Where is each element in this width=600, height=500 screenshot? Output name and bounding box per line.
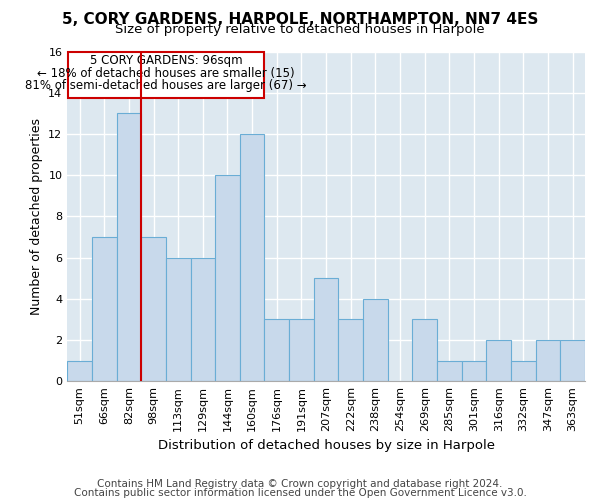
Bar <box>487 340 511 381</box>
Text: ← 18% of detached houses are smaller (15): ← 18% of detached houses are smaller (15… <box>37 66 295 80</box>
Bar <box>511 360 536 381</box>
Text: Contains HM Land Registry data © Crown copyright and database right 2024.: Contains HM Land Registry data © Crown c… <box>97 479 503 489</box>
Bar <box>116 114 141 381</box>
Bar <box>338 320 363 381</box>
Text: 5, CORY GARDENS, HARPOLE, NORTHAMPTON, NN7 4ES: 5, CORY GARDENS, HARPOLE, NORTHAMPTON, N… <box>62 12 538 28</box>
Text: Contains public sector information licensed under the Open Government Licence v3: Contains public sector information licen… <box>74 488 526 498</box>
Bar <box>289 320 314 381</box>
Bar <box>314 278 338 381</box>
Bar <box>92 237 116 381</box>
Bar <box>536 340 560 381</box>
Bar <box>68 52 264 98</box>
Text: Size of property relative to detached houses in Harpole: Size of property relative to detached ho… <box>115 24 485 36</box>
Bar <box>265 320 289 381</box>
Bar <box>166 258 191 381</box>
Text: 81% of semi-detached houses are larger (67) →: 81% of semi-detached houses are larger (… <box>25 79 307 92</box>
Y-axis label: Number of detached properties: Number of detached properties <box>29 118 43 315</box>
Text: 5 CORY GARDENS: 96sqm: 5 CORY GARDENS: 96sqm <box>89 54 242 68</box>
X-axis label: Distribution of detached houses by size in Harpole: Distribution of detached houses by size … <box>158 440 494 452</box>
Bar <box>560 340 585 381</box>
Bar <box>191 258 215 381</box>
Bar <box>462 360 487 381</box>
Bar <box>67 360 92 381</box>
Bar <box>437 360 462 381</box>
Bar <box>412 320 437 381</box>
Bar <box>240 134 265 381</box>
Bar <box>215 175 240 381</box>
Bar <box>363 299 388 381</box>
Bar <box>141 237 166 381</box>
